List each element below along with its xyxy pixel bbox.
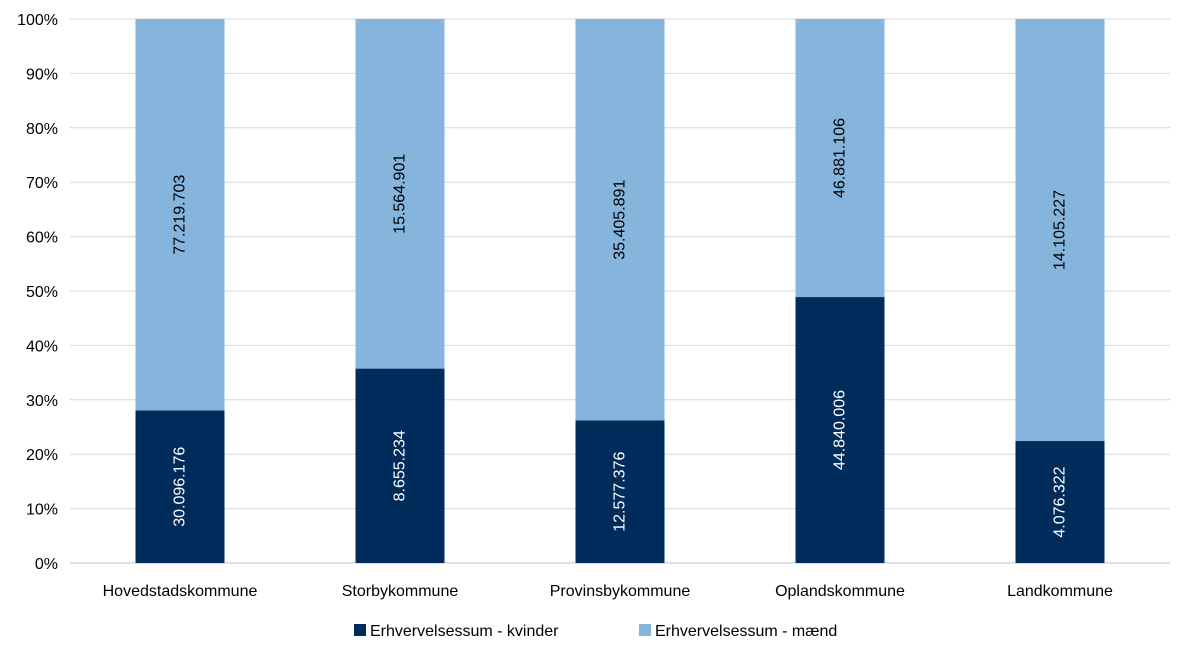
bar-segment bbox=[795, 297, 885, 563]
data-label: 46.881.106 bbox=[832, 118, 849, 198]
bar-segment bbox=[575, 19, 665, 421]
data-label: 35.405.891 bbox=[612, 180, 629, 260]
y-tick-label: 90% bbox=[26, 66, 58, 83]
data-label: 77.219.703 bbox=[172, 175, 189, 255]
legend: Erhvervelsessum - kvinder Erhvervelsessum… bbox=[354, 623, 837, 640]
y-tick-label: 70% bbox=[26, 175, 58, 192]
bar-segment bbox=[1015, 441, 1105, 563]
data-labels: 30.096.176 77.219.703 8.655.234 15.564.901 1… bbox=[172, 118, 1069, 538]
legend-entry: Erhvervelsessum - kvinder bbox=[354, 623, 559, 640]
data-label: 4.076.322 bbox=[1052, 466, 1069, 537]
bar-segment bbox=[135, 19, 225, 411]
x-tick-label: Provinsbykommune bbox=[550, 583, 691, 600]
bar-segment bbox=[135, 410, 225, 563]
bar-segment bbox=[355, 368, 445, 563]
x-tick-label: Landkommune bbox=[1007, 583, 1113, 600]
data-label: 8.655.234 bbox=[392, 430, 409, 501]
data-label: 14.105.227 bbox=[1052, 190, 1069, 270]
y-tick-label: 0% bbox=[35, 556, 58, 573]
bar-segment bbox=[575, 420, 665, 563]
legend-label: Erhvervelsessum - mænd bbox=[655, 623, 837, 640]
data-label: 30.096.176 bbox=[172, 447, 189, 527]
bar-segment bbox=[795, 19, 885, 298]
y-tick-label: 80% bbox=[26, 121, 58, 138]
legend-swatch bbox=[354, 624, 366, 636]
legend-entry: Erhvervelsessum - mænd bbox=[639, 623, 837, 640]
y-tick-label: 20% bbox=[26, 447, 58, 464]
x-tick-label: Storbykommune bbox=[342, 583, 459, 600]
bars bbox=[135, 19, 1105, 563]
bar-segment bbox=[355, 19, 445, 369]
data-label: 44.840.006 bbox=[832, 390, 849, 470]
y-tick-label: 40% bbox=[26, 338, 58, 355]
y-tick-label: 10% bbox=[26, 502, 58, 519]
x-axis-ticks: Hovedstadskommune Storbykommune Provinsbyk… bbox=[103, 583, 1113, 600]
y-tick-label: 30% bbox=[26, 393, 58, 410]
y-axis-ticks: 0% 10% 20% 30% 40% 50% 60% 70% 80% 90% 100% bbox=[17, 12, 58, 573]
legend-label: Erhvervelsessum - kvinder bbox=[370, 623, 559, 640]
data-label: 12.577.376 bbox=[612, 452, 629, 532]
y-tick-label: 100% bbox=[17, 12, 58, 29]
bar-segment bbox=[1015, 19, 1105, 442]
y-tick-label: 60% bbox=[26, 230, 58, 247]
data-label: 15.564.901 bbox=[392, 154, 409, 234]
x-tick-label: Hovedstadskommune bbox=[103, 583, 258, 600]
legend-swatch bbox=[639, 624, 651, 636]
x-tick-label: Oplandskommune bbox=[775, 583, 905, 600]
y-tick-label: 50% bbox=[26, 284, 58, 301]
